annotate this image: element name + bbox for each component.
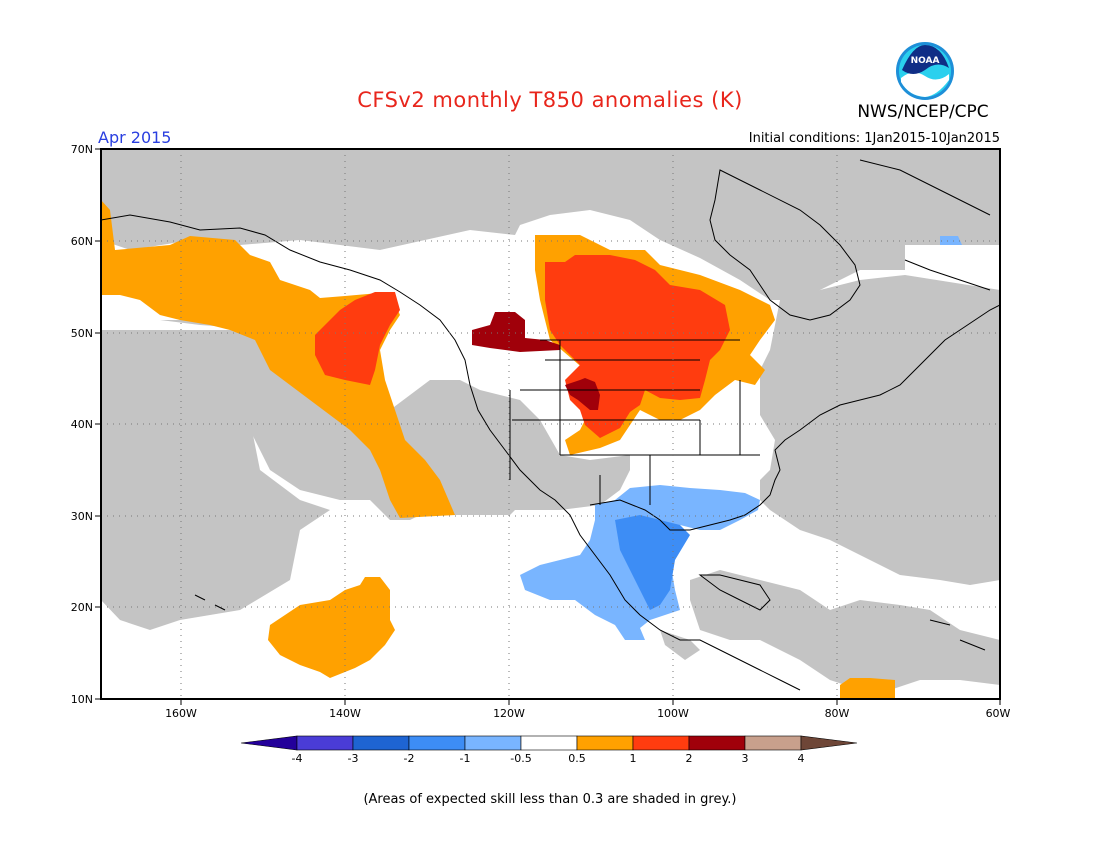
legend-arrow-low	[240, 735, 298, 751]
legend-label: 0.5	[568, 752, 586, 765]
legend-label: 4	[798, 752, 805, 765]
low-skill-grey-region	[101, 149, 1000, 690]
legend-label: -1	[460, 752, 471, 765]
lon-label: 140W	[329, 707, 361, 720]
legend-swatch	[688, 735, 746, 751]
legend-swatch	[408, 735, 466, 751]
lon-label: 80W	[825, 707, 850, 720]
color-legend-bar	[240, 735, 858, 751]
anomaly-dark-red-region	[472, 312, 600, 410]
lat-label: 30N	[71, 510, 93, 523]
chart-title: CFSv2 monthly T850 anomalies (K)	[357, 88, 743, 112]
legend-swatch	[296, 735, 354, 751]
anomaly-blue-region	[615, 515, 690, 610]
legend-swatch	[576, 735, 634, 751]
legend-label: -2	[404, 752, 415, 765]
legend-swatch	[632, 735, 690, 751]
legend-swatch	[464, 735, 522, 751]
legend-label: -0.5	[510, 752, 531, 765]
lat-label: 20N	[71, 601, 93, 614]
lon-label: 160W	[165, 707, 197, 720]
lat-label: 40N	[71, 418, 93, 431]
legend-swatch	[352, 735, 410, 751]
lon-label: 100W	[657, 707, 689, 720]
legend-label: -4	[292, 752, 303, 765]
logo-text: NOAA	[911, 56, 940, 66]
legend-swatch	[520, 735, 578, 751]
lat-label: 10N	[71, 693, 93, 706]
lon-label: 60W	[986, 707, 1011, 720]
legend-label: -3	[348, 752, 359, 765]
legend-label: 3	[742, 752, 749, 765]
organization-label: NWS/NCEP/CPC	[857, 102, 989, 122]
legend-arrow-high	[800, 735, 858, 751]
initial-conditions: Initial conditions: 1Jan2015-10Jan2015	[748, 131, 1000, 146]
legend-swatch	[744, 735, 802, 751]
legend-label: 1	[630, 752, 637, 765]
lat-label: 60N	[71, 235, 93, 248]
lat-label: 50N	[71, 327, 93, 340]
color-legend-labels: -4 -3 -2 -1 -0.5 0.5 1 2 3 4	[292, 752, 805, 765]
forecast-month: Apr 2015	[98, 128, 172, 147]
land-outlines	[101, 159, 1000, 691]
skill-footnote: (Areas of expected skill less than 0.3 a…	[363, 792, 737, 807]
noaa-logo: NOAA	[896, 42, 954, 100]
lat-label: 70N	[71, 143, 93, 156]
lon-label: 120W	[493, 707, 525, 720]
legend-label: 2	[686, 752, 693, 765]
